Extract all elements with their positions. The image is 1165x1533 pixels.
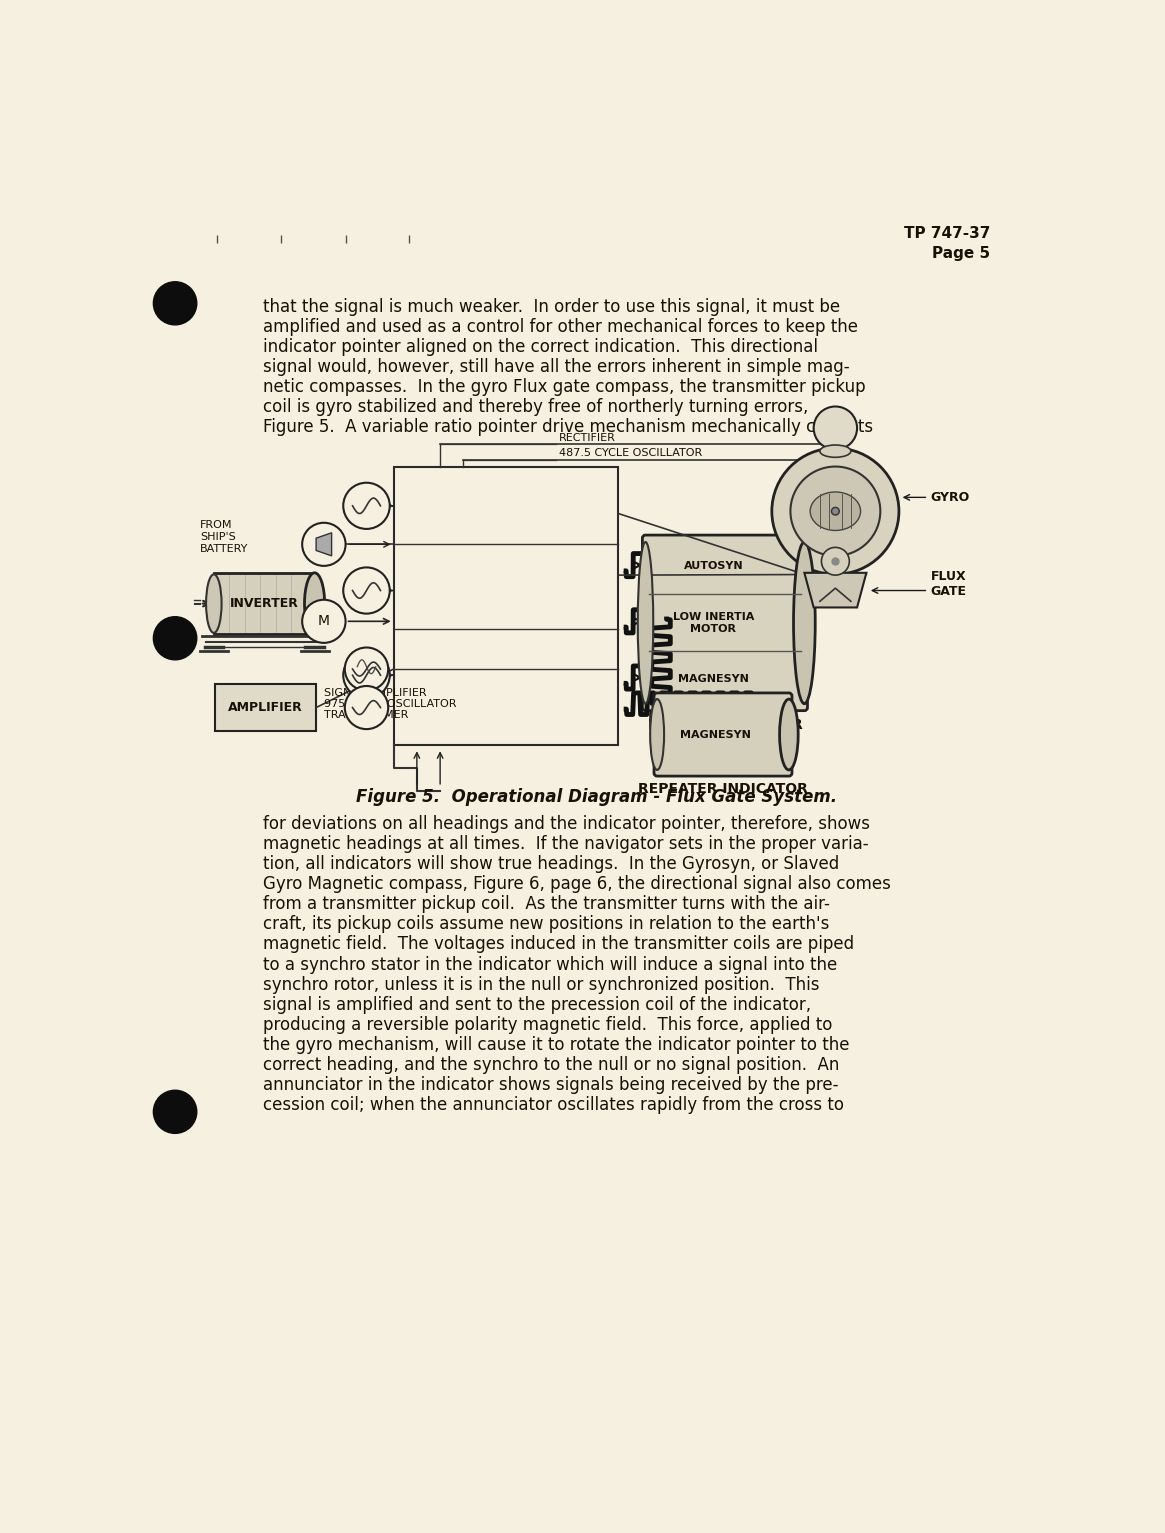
Text: GYRO: GYRO [931, 491, 970, 504]
Ellipse shape [793, 543, 815, 704]
Text: the gyro mechanism, will cause it to rotate the indicator pointer to the: the gyro mechanism, will cause it to rot… [263, 1036, 850, 1053]
Text: signal is amplified and sent to the precession coil of the indicator,: signal is amplified and sent to the prec… [263, 995, 812, 1013]
Circle shape [344, 567, 390, 613]
Circle shape [821, 547, 849, 575]
Bar [216, 684, 316, 731]
Ellipse shape [810, 492, 861, 530]
Polygon shape [804, 573, 867, 607]
Ellipse shape [779, 699, 798, 770]
Circle shape [344, 483, 390, 529]
Polygon shape [316, 533, 332, 556]
Text: REPEATER INDICATOR: REPEATER INDICATOR [638, 782, 809, 796]
Text: producing a reversible polarity magnetic field.  This force, applied to: producing a reversible polarity magnetic… [263, 1015, 833, 1033]
Circle shape [154, 282, 197, 325]
Text: signal would, however, still have all the errors inherent in simple mag-: signal would, however, still have all th… [263, 359, 850, 376]
Ellipse shape [206, 575, 221, 633]
Text: FROM
SHIP'S
BATTERY: FROM SHIP'S BATTERY [200, 520, 248, 553]
Ellipse shape [637, 543, 654, 704]
Text: from a transmitter pickup coil.  As the transmitter turns with the air-: from a transmitter pickup coil. As the t… [263, 895, 831, 914]
Ellipse shape [820, 445, 850, 457]
Text: amplified and used as a control for other mechanical forces to keep the: amplified and used as a control for othe… [263, 317, 859, 336]
Text: Gyro Magnetic compass, Figure 6, page 6, the directional signal also comes: Gyro Magnetic compass, Figure 6, page 6,… [263, 875, 891, 894]
Text: to a synchro stator in the indicator which will induce a signal into the: to a synchro stator in the indicator whi… [263, 955, 838, 973]
Text: RECTIFIER: RECTIFIER [559, 432, 615, 443]
Text: magnetic field.  The voltages induced in the transmitter coils are piped: magnetic field. The voltages induced in … [263, 935, 855, 954]
Text: FLUX
GATE: FLUX GATE [931, 570, 967, 598]
Text: indicator pointer aligned on the correct indication.  This directional: indicator pointer aligned on the correct… [263, 337, 819, 356]
FancyBboxPatch shape [654, 693, 792, 776]
Circle shape [813, 406, 857, 449]
Text: coil is gyro stabilized and thereby free of northerly turning errors,: coil is gyro stabilized and thereby free… [263, 399, 809, 415]
Ellipse shape [650, 699, 664, 770]
Text: craft, its pickup coils assume new positions in relation to the earth's: craft, its pickup coils assume new posit… [263, 915, 829, 934]
Text: 487.5 CYCLE OSCILLATOR: 487.5 CYCLE OSCILLATOR [559, 448, 702, 458]
Text: MAGNESYN: MAGNESYN [678, 675, 749, 684]
Bar [214, 573, 315, 635]
Text: cession coil; when the annunciator oscillates rapidly from the cross to: cession coil; when the annunciator oscil… [263, 1096, 845, 1113]
Text: correct heading, and the synchro to the null or no signal position.  An: correct heading, and the synchro to the … [263, 1056, 840, 1073]
Text: MAGNESYN: MAGNESYN [680, 730, 750, 739]
Circle shape [790, 466, 881, 556]
Text: LOW INERTIA
MOTOR: LOW INERTIA MOTOR [672, 612, 754, 633]
Ellipse shape [304, 573, 325, 635]
Text: annunciator in the indicator shows signals being received by the pre-: annunciator in the indicator shows signa… [263, 1076, 839, 1093]
Text: SIGNAL AMPLIFIER: SIGNAL AMPLIFIER [324, 688, 426, 699]
Text: INVERTER: INVERTER [230, 598, 298, 610]
Text: 975 CYCLE OSCILLATOR: 975 CYCLE OSCILLATOR [324, 699, 457, 710]
Text: magnetic headings at all times.  If the navigator sets in the proper varia-: magnetic headings at all times. If the n… [263, 835, 869, 854]
Text: for deviations on all headings and the indicator pointer, therefore, shows: for deviations on all headings and the i… [263, 816, 870, 834]
Circle shape [772, 448, 899, 575]
Text: MASTER INDICATOR: MASTER INDICATOR [648, 719, 803, 733]
Circle shape [154, 1090, 197, 1133]
Circle shape [345, 685, 388, 730]
Text: TP 747-37
Page 5: TP 747-37 Page 5 [904, 227, 990, 261]
Text: AMPLIFIER: AMPLIFIER [228, 701, 303, 714]
Text: AUTOSYN: AUTOSYN [684, 561, 743, 570]
Text: M: M [318, 615, 330, 629]
Circle shape [302, 523, 346, 566]
Bar [394, 468, 619, 745]
Text: synchro rotor, unless it is in the null or synchronized position.  This: synchro rotor, unless it is in the null … [263, 975, 820, 993]
Circle shape [302, 599, 346, 642]
Text: Figure 5.  Operational Diagram - Flux Gate System.: Figure 5. Operational Diagram - Flux Gat… [356, 788, 838, 806]
Circle shape [344, 652, 390, 699]
Circle shape [832, 507, 839, 515]
Text: netic compasses.  In the gyro Flux gate compass, the transmitter pickup: netic compasses. In the gyro Flux gate c… [263, 379, 866, 396]
Circle shape [154, 616, 197, 659]
Text: TRANSFORMER: TRANSFORMER [324, 710, 408, 721]
Text: Figure 5.  A variable ratio pointer drive mechanism mechanically corrects: Figure 5. A variable ratio pointer drive… [263, 419, 874, 435]
Text: tion, all indicators will show true headings.  In the Gyrosyn, or Slaved: tion, all indicators will show true head… [263, 855, 840, 874]
Circle shape [345, 647, 388, 691]
Text: that the signal is much weaker.  In order to use this signal, it must be: that the signal is much weaker. In order… [263, 297, 841, 316]
FancyBboxPatch shape [642, 535, 807, 711]
Circle shape [826, 566, 845, 584]
